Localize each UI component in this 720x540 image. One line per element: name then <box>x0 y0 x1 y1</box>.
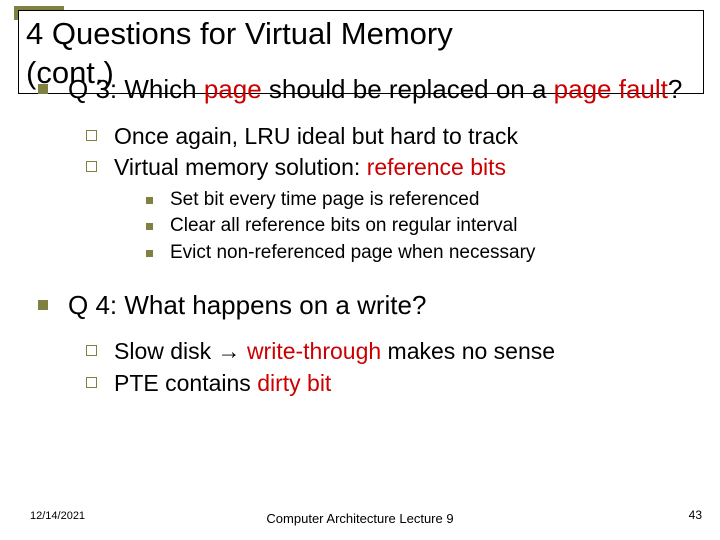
q3-hl-page: page <box>204 74 262 104</box>
footer-page-number: 43 <box>689 508 702 522</box>
q4-sub2-hl: dirty bit <box>257 370 331 396</box>
bullet-q4-sub2: PTE contains dirty bit <box>32 368 692 399</box>
q3-sub2-hl: reference bits <box>367 154 506 180</box>
q4-sub2-prefix: PTE contains <box>114 370 257 396</box>
q4-text: Q 4: What happens on a write? <box>68 290 426 320</box>
q3-sub1-text: Once again, LRU ideal but hard to track <box>114 123 518 149</box>
small-square-bullet-icon <box>146 197 153 204</box>
hollow-square-bullet-icon <box>86 161 97 172</box>
small-square-bullet-icon <box>146 223 153 230</box>
q4-sub1-hl: write-through <box>247 338 381 364</box>
small-square-bullet-icon <box>146 250 153 257</box>
footer-lecture-title: Computer Architecture Lecture 9 <box>0 511 720 526</box>
bullet-q3-sub2: Virtual memory solution: reference bits <box>32 152 692 183</box>
q3-prefix: Q 3: Which <box>68 74 204 104</box>
bullet-q3-sub1: Once again, LRU ideal but hard to track <box>32 121 692 152</box>
hollow-square-bullet-icon <box>86 130 97 141</box>
title-line1: 4 Questions for Virtual Memory <box>26 16 453 51</box>
hollow-square-bullet-icon <box>86 345 97 356</box>
square-bullet-icon <box>38 84 48 94</box>
hollow-square-bullet-icon <box>86 377 97 388</box>
bullet-q4-sub1: Slow disk → write-through makes no sense <box>32 336 692 367</box>
q4-sub1-prefix: Slow disk <box>114 338 218 364</box>
q3-sub2-a-text: Set bit every time page is referenced <box>170 189 479 210</box>
q4-sub1-suffix: makes no sense <box>381 338 555 364</box>
q3-sub2-b-text: Clear all reference bits on regular inte… <box>170 215 517 236</box>
bullet-q3-sub2-c: Evict non-referenced page when necessary <box>32 240 692 267</box>
q3-sub2-c-text: Evict non-referenced page when necessary <box>170 242 535 263</box>
bullet-q3: Q 3: Which page should be replaced on a … <box>32 73 692 107</box>
square-bullet-icon <box>38 300 48 310</box>
q3-mid: should be replaced on a <box>262 74 554 104</box>
q3-hl-pagefault: page fault <box>554 74 668 104</box>
slide-body: Q 3: Which page should be replaced on a … <box>32 73 692 399</box>
q3-sub2-prefix: Virtual memory solution: <box>114 154 367 180</box>
bullet-q4: Q 4: What happens on a write? <box>32 289 692 323</box>
bullet-q3-sub2-a: Set bit every time page is referenced <box>32 187 692 214</box>
bullet-q3-sub2-b: Clear all reference bits on regular inte… <box>32 213 692 240</box>
arrow-icon: → <box>218 338 241 364</box>
q3-suffix: ? <box>668 74 682 104</box>
